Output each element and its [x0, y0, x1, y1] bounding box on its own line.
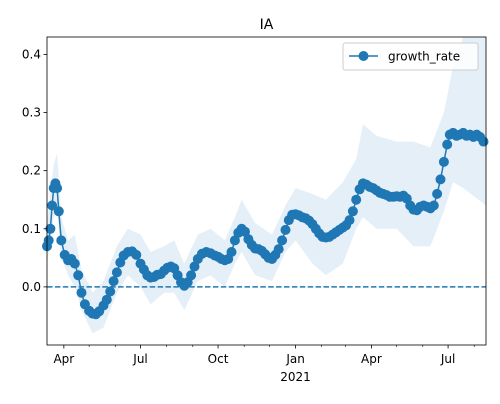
legend-marker — [358, 51, 369, 61]
y-tick-label: 0.2 — [22, 164, 41, 178]
data-point — [229, 235, 240, 246]
data-point — [273, 244, 284, 255]
legend-box — [342, 42, 479, 71]
axes-frame — [46, 36, 487, 346]
data-point — [45, 223, 56, 234]
data-point — [111, 267, 122, 278]
data-point — [240, 226, 250, 237]
data-point — [347, 206, 358, 217]
data-point — [435, 174, 446, 185]
data-point — [277, 235, 288, 246]
x-year-label: 2021 — [280, 370, 311, 384]
data-point — [351, 194, 362, 205]
plot-area — [42, 37, 489, 334]
data-point — [442, 139, 453, 150]
data-point — [280, 224, 291, 235]
legend-label: growth_rate — [388, 50, 460, 64]
data-point — [73, 270, 84, 281]
y-tick-label: 0.3 — [22, 106, 41, 120]
data-point — [43, 235, 54, 246]
y-tick-label: 0.1 — [22, 222, 41, 236]
chart-title: IA — [260, 17, 274, 33]
data-point — [131, 249, 142, 260]
data-point — [56, 235, 67, 246]
legend: growth_rate — [342, 42, 479, 71]
data-point — [478, 136, 489, 147]
x-tick-label: Jan — [285, 352, 305, 366]
x-tick-label: Jul — [440, 352, 455, 366]
axes: 0.0 0.1 0.2 0.3 0.4 Apr Jul Oct Jan Apr Jul 2021 — [22, 36, 487, 384]
confidence-band — [47, 37, 486, 334]
data-point — [105, 286, 116, 297]
data-point — [226, 247, 237, 257]
x-tick-label: Oct — [208, 352, 229, 366]
data-point — [432, 188, 443, 199]
data-point — [344, 215, 355, 226]
x-tick-label: Apr — [53, 352, 74, 366]
y-tick-label: 0.0 — [22, 280, 41, 294]
data-point — [438, 156, 449, 167]
x-tick-label: Jul — [132, 352, 147, 366]
data-point — [76, 287, 87, 298]
data-point — [108, 276, 119, 287]
data-point — [69, 258, 80, 269]
data-point — [52, 183, 63, 194]
data-point — [189, 261, 200, 272]
data-point — [47, 200, 58, 211]
data-point — [101, 294, 112, 305]
x-tick-label: Apr — [361, 352, 382, 366]
data-point — [428, 200, 439, 211]
data-point — [186, 270, 197, 281]
y-tick-label: 0.4 — [22, 47, 41, 61]
data-point — [53, 206, 64, 217]
